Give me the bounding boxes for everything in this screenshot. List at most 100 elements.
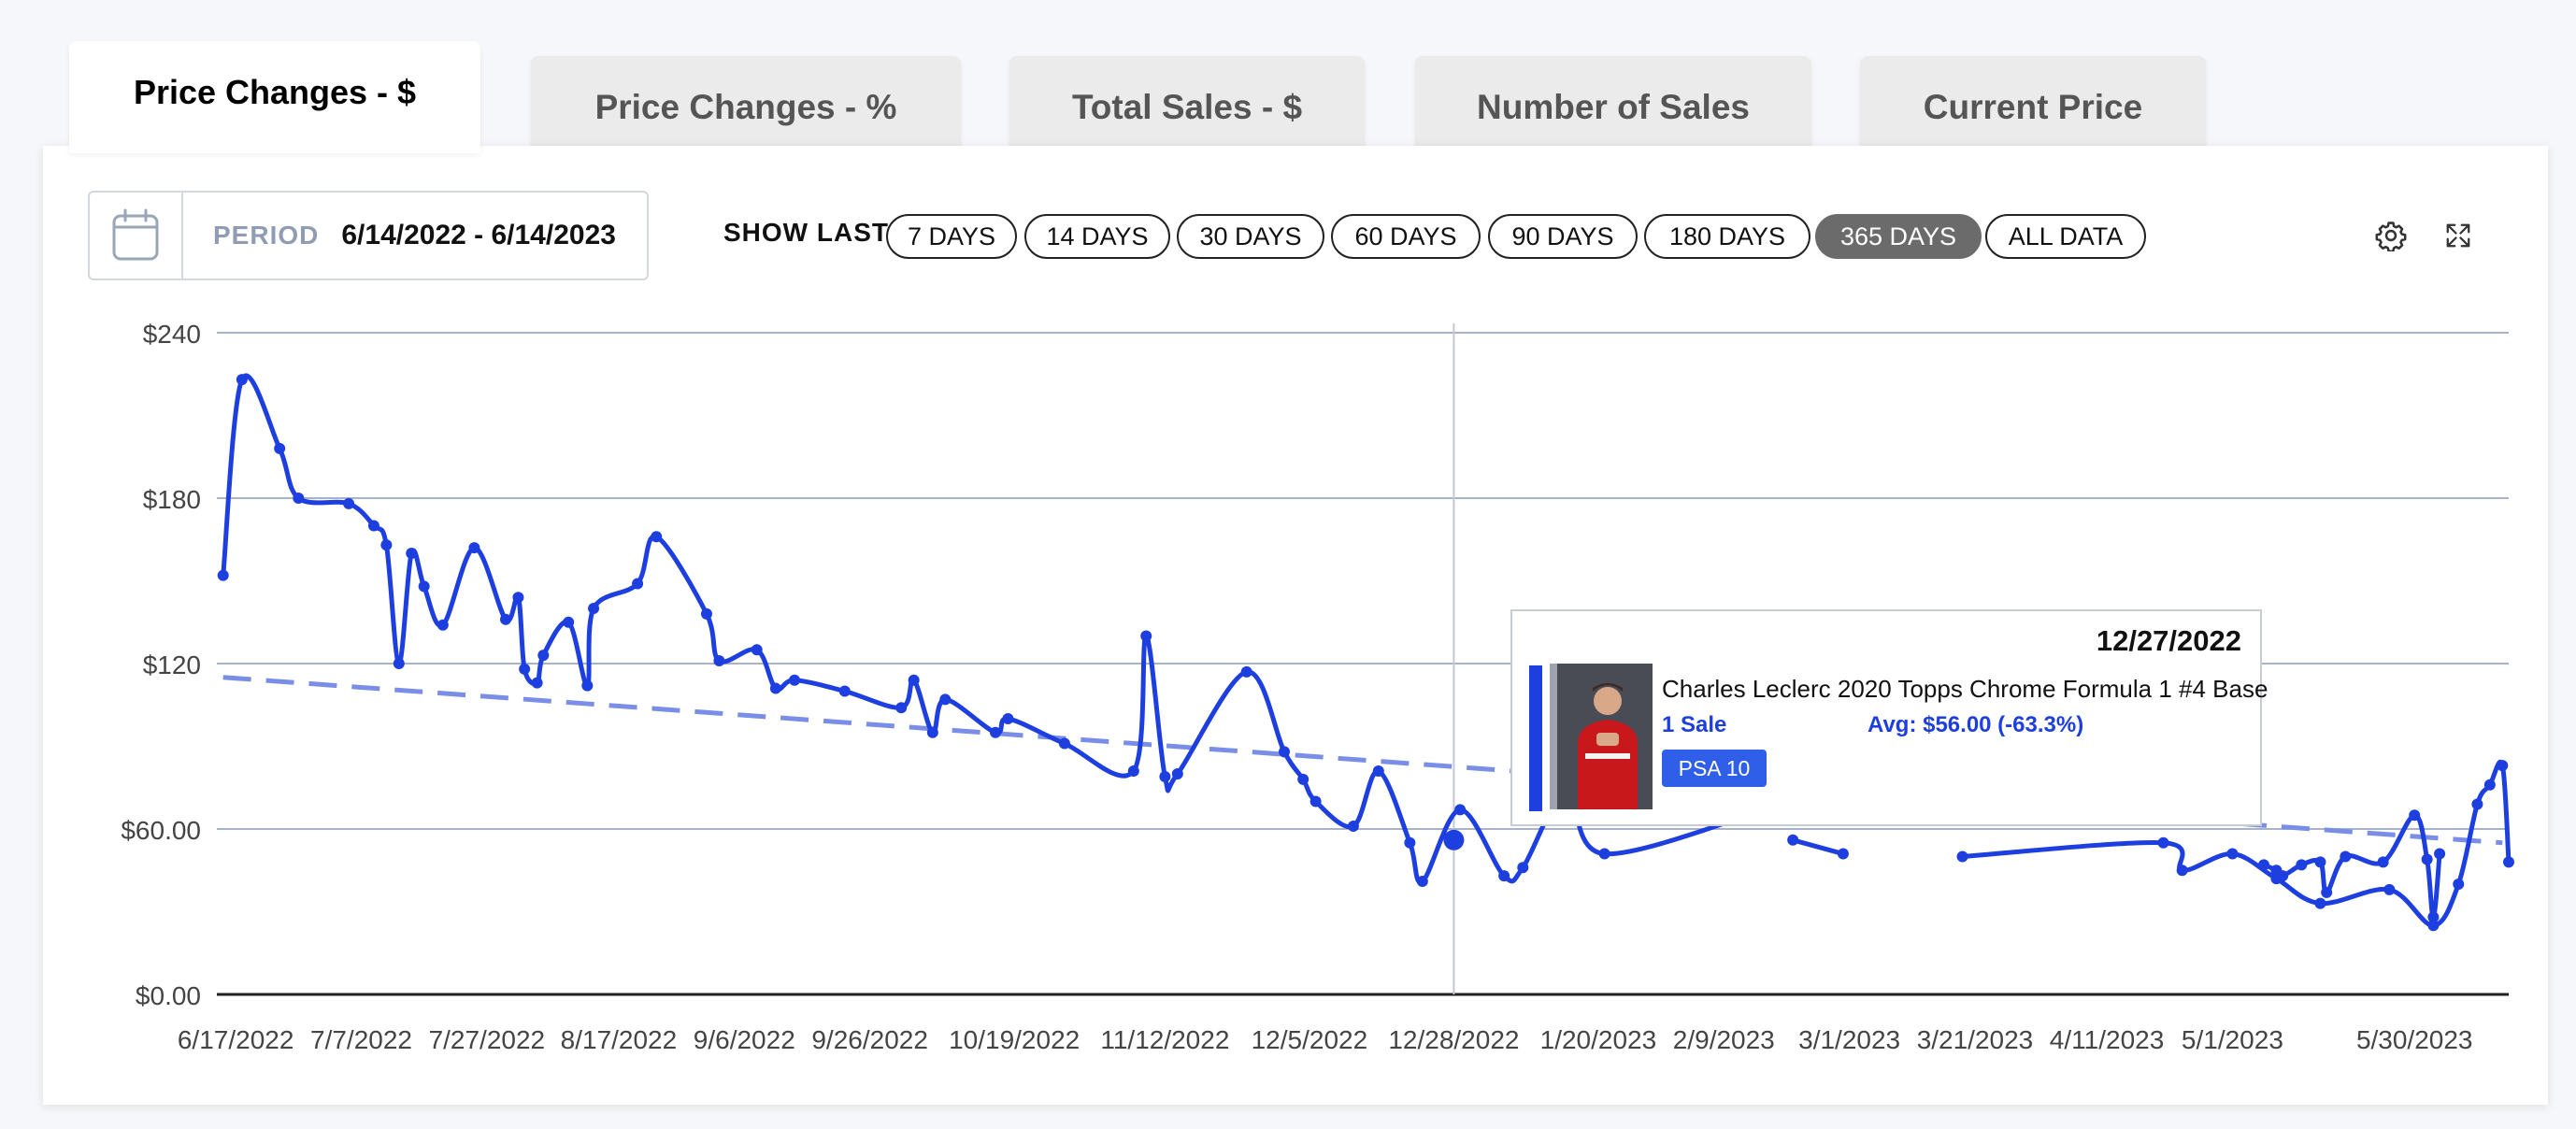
price-series-1-point: [519, 663, 531, 675]
x-tick-label: 5/1/2023: [2182, 1025, 2283, 1054]
price-series-tail-point: [2340, 850, 2352, 863]
show-last-label: SHOW LAST: [723, 218, 889, 247]
x-tick-label: 2/9/2023: [1673, 1025, 1775, 1054]
price-series-3-point: [2453, 879, 2465, 890]
tooltip-average-price: Avg: $56.00 (-63.3%): [1868, 712, 2084, 737]
tab-price-changes-percent[interactable]: Price Changes - %: [531, 56, 961, 159]
range-365-days[interactable]: 365 DAYS: [1815, 214, 1982, 259]
price-series-1-point: [406, 548, 418, 559]
price-series-2-line: [1792, 837, 1844, 856]
price-series-1-point: [500, 613, 512, 625]
price-series-1-point: [751, 644, 763, 656]
price-series-1-point: [531, 677, 543, 689]
range-all-data[interactable]: ALL DATA: [1985, 214, 2146, 259]
y-tick-label: $120: [143, 650, 201, 679]
highlighted-point: [1443, 829, 1465, 850]
range-180-days[interactable]: 180 DAYS: [1644, 214, 1810, 259]
y-tick-label: $0.00: [136, 981, 201, 1010]
range-90-days[interactable]: 90 DAYS: [1488, 214, 1638, 259]
x-tick-label: 11/12/2022: [1100, 1025, 1229, 1054]
range-60-days[interactable]: 60 DAYS: [1331, 214, 1481, 259]
price-series-2-point: [1787, 834, 1799, 846]
tab-current-price[interactable]: Current Price: [1860, 56, 2206, 159]
card-thumbnail: [1550, 664, 1653, 809]
price-series-tail-point: [2277, 870, 2289, 882]
settings-button[interactable]: [2370, 215, 2411, 256]
price-series-1-point: [700, 607, 712, 620]
period-label: PERIOD: [213, 221, 320, 250]
price-series-2-point: [1837, 848, 1849, 860]
price-series-1-point: [367, 520, 379, 532]
price-series-1-point: [1140, 630, 1152, 642]
x-tick-label: 6/17/2022: [178, 1025, 294, 1054]
expand-button[interactable]: [2438, 215, 2479, 256]
x-tick-label: 9/26/2022: [811, 1025, 928, 1054]
x-tick-label: 12/28/2022: [1388, 1025, 1519, 1054]
price-series-1-point: [274, 442, 286, 454]
x-tick-label: 3/1/2023: [1798, 1025, 1900, 1054]
price-series-tail-point: [2427, 911, 2440, 923]
price-series-1-point: [651, 531, 663, 543]
x-tick-label: 4/11/2023: [2050, 1025, 2165, 1054]
tooltip-card-title: Charles Leclerc 2020 Topps Chrome Formul…: [1662, 675, 2268, 703]
price-series-1-point: [908, 674, 920, 686]
price-series-1-point: [939, 693, 952, 706]
price-series-1-point: [789, 674, 801, 686]
price-series-1-point: [512, 592, 524, 604]
y-tick-label: $180: [143, 485, 201, 514]
price-series-1-point: [713, 655, 725, 667]
range-30-days[interactable]: 30 DAYS: [1177, 214, 1324, 259]
price-series-3-point: [2176, 865, 2188, 877]
tooltip-series-marker: [1529, 665, 1542, 811]
price-series-1-point: [393, 658, 405, 669]
price-series-1-point: [1159, 770, 1171, 782]
price-series-tail-point: [2296, 859, 2308, 871]
price-series-tail-point: [2258, 859, 2270, 871]
price-series-1-point: [236, 374, 248, 386]
price-series-3-point: [2157, 836, 2169, 849]
price-series-1-point: [563, 616, 575, 628]
price-series-1-point: [1127, 765, 1139, 778]
price-series-1-point: [1372, 765, 1384, 778]
price-series-1-point: [1416, 876, 1428, 888]
range-7-days[interactable]: 7 DAYS: [886, 214, 1017, 259]
tab-price-changes-dollar[interactable]: Price Changes - $: [69, 41, 480, 153]
price-series-3-point: [2226, 848, 2239, 860]
price-series-3-point: [2383, 883, 2396, 895]
price-series-1-point: [418, 580, 430, 593]
expand-icon: [2446, 223, 2470, 248]
price-series-1-point: [1598, 848, 1610, 860]
price-series-3-point: [2314, 897, 2326, 909]
price-series-1-point: [1498, 870, 1510, 882]
price-series-1-point: [343, 497, 355, 509]
price-series-tail-point: [2321, 886, 2333, 898]
x-tick-label: 12/5/2022: [1252, 1025, 1368, 1054]
price-series-1-point: [990, 726, 1002, 738]
price-series-1-point: [1347, 821, 1359, 833]
tab-number-of-sales[interactable]: Number of Sales: [1415, 56, 1811, 159]
range-14-days[interactable]: 14 DAYS: [1024, 214, 1170, 259]
price-series-1-point: [1002, 713, 1014, 724]
price-series-tail-point: [2314, 856, 2326, 868]
tab-total-sales[interactable]: Total Sales - $: [1009, 56, 1365, 159]
price-series-1-point: [1404, 836, 1416, 849]
price-series-1-point: [632, 578, 644, 590]
tooltip-grade-badge: PSA 10: [1662, 750, 1767, 787]
price-series-1-point: [581, 679, 594, 692]
price-series-1-point: [1279, 746, 1291, 758]
price-series-1-point: [926, 726, 938, 738]
price-series-3-point: [2503, 856, 2514, 868]
price-series-1-point: [1171, 768, 1183, 779]
price-series-tail-point: [2409, 809, 2421, 822]
period-selector[interactable]: PERIOD 6/14/2022 - 6/14/2023: [88, 191, 649, 280]
price-series-1-point: [436, 619, 449, 631]
price-series-1-point: [588, 603, 600, 614]
y-tick-label: $240: [143, 320, 201, 349]
price-series-1-point: [838, 685, 851, 697]
calendar-button[interactable]: [90, 193, 183, 279]
price-series-1-point: [217, 569, 229, 581]
tooltip-sales-count: 1 Sale: [1662, 712, 1727, 737]
price-series-tail-point: [2421, 853, 2433, 865]
price-series-1-point: [1309, 795, 1322, 807]
